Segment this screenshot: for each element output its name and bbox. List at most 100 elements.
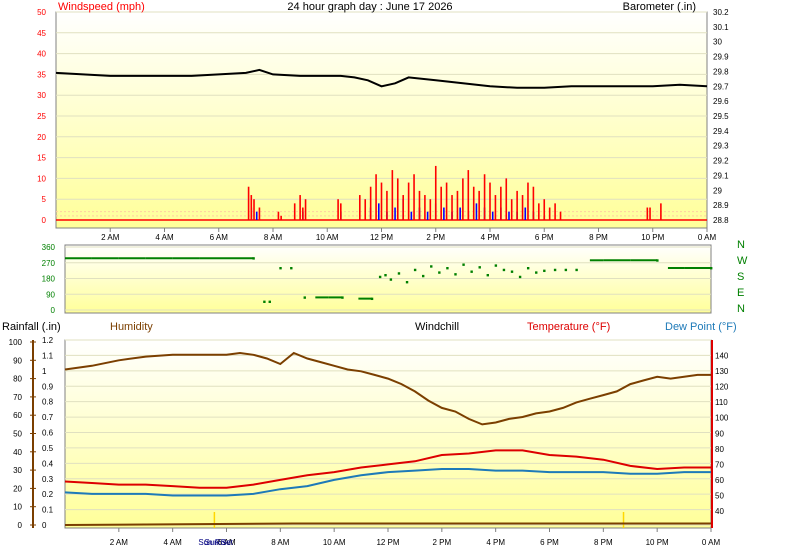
barometer-tick-label: 29.8 xyxy=(713,67,729,76)
time-tick-label: 8 PM xyxy=(594,538,613,547)
time-tick-label: 6 PM xyxy=(540,538,559,547)
time-tick-label: 4 AM xyxy=(155,233,174,242)
compass-label: W xyxy=(737,255,748,267)
time-tick-label: 2 AM xyxy=(110,538,129,547)
barometer-axis-label: Barometer (.in) xyxy=(623,1,696,13)
time-tick-label: 6 AM xyxy=(210,233,229,242)
direction-point xyxy=(405,281,409,284)
temperature-tick-label: 120 xyxy=(715,383,729,392)
rainfall-tick-label: 1.1 xyxy=(42,351,54,360)
humidity-tick-label: 30 xyxy=(13,466,22,475)
direction-point xyxy=(518,275,522,279)
dewpoint-line xyxy=(64,468,711,497)
temperature-tick-label: 60 xyxy=(715,476,724,485)
windspeed-tick-label: 35 xyxy=(37,70,46,79)
barometer-tick-label: 29.6 xyxy=(713,97,729,106)
time-tick-label: 4 AM xyxy=(164,538,183,547)
time-tick-label: 6 PM xyxy=(535,233,554,242)
rainfall-tick-label: 0.2 xyxy=(42,490,54,499)
rainfall-tick-label: 0.9 xyxy=(42,382,54,391)
time-tick-label: 8 PM xyxy=(589,233,608,242)
windspeed-tick-label: 25 xyxy=(37,112,46,121)
sunset-label: Sun Set xyxy=(204,538,233,547)
direction-point xyxy=(575,268,578,272)
compass-label: N xyxy=(737,303,745,315)
direction-point xyxy=(564,268,568,272)
time-tick-label: 12 PM xyxy=(376,538,399,547)
time-tick-label: 8 AM xyxy=(271,538,290,547)
direction-tick-label: 360 xyxy=(42,243,56,252)
barometer-tick-label: 29.1 xyxy=(713,171,729,180)
humidity-legend: Humidity xyxy=(110,321,153,333)
humidity-tick-label: 90 xyxy=(13,356,22,365)
barometer-tick-label: 30.2 xyxy=(713,8,729,17)
humidity-tick-label: 0 xyxy=(18,521,23,530)
humidity-tick-label: 100 xyxy=(9,338,23,347)
temperature-panel-plot-area xyxy=(64,339,712,529)
rainfall-tick-label: 0.7 xyxy=(42,413,54,422)
direction-tick-label: 0 xyxy=(51,306,56,315)
rainfall-tick-label: 0.5 xyxy=(42,444,54,453)
temperature-tick-label: 90 xyxy=(715,429,724,438)
temperature-legend: Temperature (°F) xyxy=(527,321,610,333)
direction-point xyxy=(421,274,425,278)
temperature-tick-label: 40 xyxy=(715,507,724,516)
direction-point xyxy=(279,267,282,270)
windspeed-tick-label: 0 xyxy=(42,216,47,225)
direction-point xyxy=(290,267,293,270)
barometer-tick-label: 28.9 xyxy=(713,201,729,210)
temperature-line xyxy=(64,449,711,489)
barometer-tick-label: 30 xyxy=(713,38,722,47)
windspeed-axis-label: Windspeed (mph) xyxy=(58,1,145,13)
time-tick-label: 2 PM xyxy=(426,233,445,242)
direction-point xyxy=(268,300,271,303)
dewpoint-legend: Dew Point (°F) xyxy=(665,321,737,333)
windchill-legend: Windchill xyxy=(415,321,459,333)
barometer-tick-label: 28.8 xyxy=(713,216,729,225)
direction-point xyxy=(656,259,659,262)
direction-tick-label: 180 xyxy=(42,275,56,284)
sunrise-label: Sun Rise xyxy=(198,538,231,547)
direction-point xyxy=(378,275,382,279)
barometer-tick-label: 29.2 xyxy=(713,157,729,166)
direction-point xyxy=(413,268,417,272)
time-tick-label: 10 PM xyxy=(641,233,664,242)
humidity-tick-label: 10 xyxy=(13,503,22,512)
time-tick-label: 10 AM xyxy=(323,538,346,547)
temperature-tick-label: 110 xyxy=(715,398,728,407)
barometer-tick-label: 29.9 xyxy=(713,53,729,62)
barometer-tick-label: 29 xyxy=(713,186,722,195)
direction-point xyxy=(446,267,449,270)
windspeed-tick-label: 10 xyxy=(37,174,46,183)
rainfall-tick-label: 0.6 xyxy=(42,429,54,438)
time-tick-label: 2 AM xyxy=(101,233,120,242)
direction-tick-label: 90 xyxy=(46,290,55,299)
barometer-tick-label: 29.4 xyxy=(713,127,729,136)
direction-point xyxy=(535,271,538,274)
time-tick-label: 10 PM xyxy=(646,538,669,547)
direction-point xyxy=(263,300,266,303)
humidity-tick-label: 70 xyxy=(13,393,22,402)
rainfall-tick-label: 0.1 xyxy=(42,506,54,515)
humidity-tick-label: 60 xyxy=(13,411,22,420)
barometer-line xyxy=(55,68,708,89)
windspeed-tick-label: 20 xyxy=(37,133,46,142)
direction-point xyxy=(370,297,374,301)
windspeed-tick-label: 5 xyxy=(42,195,47,204)
barometer-tick-label: 29.3 xyxy=(713,142,729,151)
direction-point xyxy=(462,263,465,266)
rainfall-tick-label: 0.8 xyxy=(42,398,54,407)
direction-point xyxy=(389,278,393,281)
compass-label: S xyxy=(737,271,744,283)
direction-tick-label: 270 xyxy=(42,259,56,268)
direction-point xyxy=(710,267,713,270)
barometer-tick-label: 30.1 xyxy=(713,23,729,32)
time-tick-label: 4 PM xyxy=(486,538,505,547)
direction-point xyxy=(470,270,473,273)
barometer-tick-label: 29.5 xyxy=(713,112,729,121)
direction-point xyxy=(454,273,457,276)
rainfall-tick-label: 0 xyxy=(42,521,47,530)
time-tick-label: 12 PM xyxy=(370,233,393,242)
rainfall-tick-label: 1 xyxy=(42,367,47,376)
